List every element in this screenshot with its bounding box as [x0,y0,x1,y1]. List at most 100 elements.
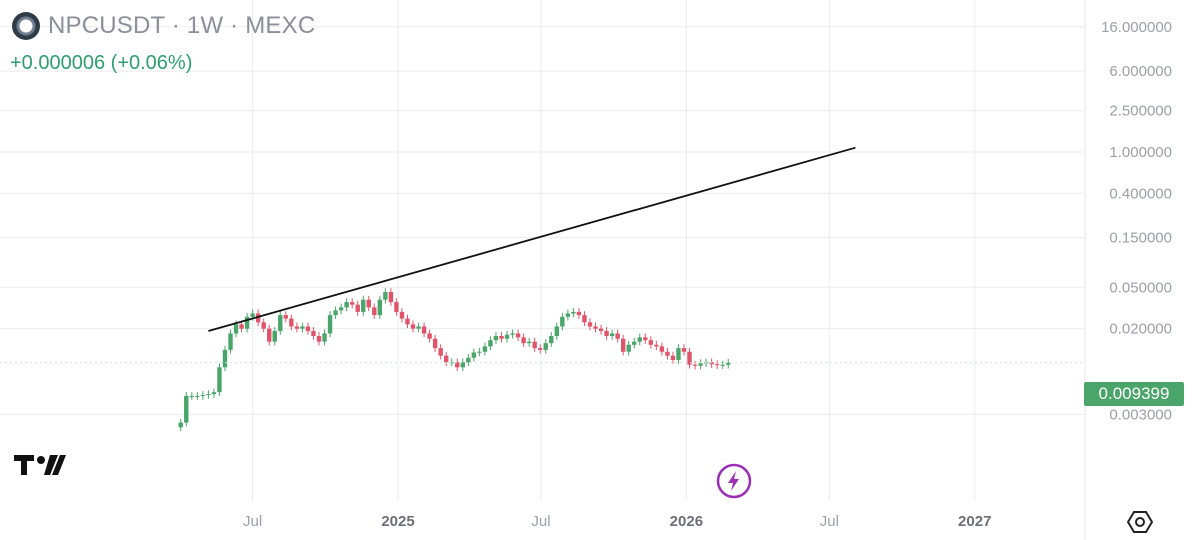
candle-body [532,341,537,349]
candle-body [626,344,631,352]
candle-body [659,346,665,352]
candle-body [327,315,333,334]
candle-body [244,316,250,329]
candle-body [261,322,266,329]
candle-body [200,395,206,397]
candle-body [233,324,239,334]
candle-body [609,333,615,337]
candle-body [521,337,526,344]
candle-body [432,338,438,349]
x-tick-label: Jul [820,513,839,530]
candle-body [211,392,217,395]
candle-body [377,299,383,316]
candle-body [421,326,427,334]
candle-body [493,336,499,341]
chart-header: NPCUSDT · 1W · MEXC [12,12,315,40]
tradingview-logo-icon[interactable] [14,452,66,478]
candle-body [720,364,725,366]
candle-body [333,310,338,316]
candle-body [676,348,681,360]
candle-body [526,341,532,344]
candle-body [692,364,698,366]
candle-body [654,344,659,347]
candle-body [460,362,465,368]
candle-body [648,340,654,345]
y-tick-label: 2.500000 [1109,103,1172,120]
candle-body [543,343,548,350]
trendline [208,146,856,332]
settings-hexagon-icon[interactable] [1126,508,1154,536]
candle-body [349,302,355,305]
candle-body [598,328,604,331]
candle-body [455,362,460,368]
candle-body [471,352,477,358]
candle-body [255,313,261,323]
candle-body [726,362,731,365]
lightning-bolt-icon[interactable] [716,463,752,499]
candle-body [383,292,388,300]
symbol-title: NPCUSDT · 1W · MEXC [48,12,316,39]
candle-body [278,315,283,331]
candle-body [615,333,620,339]
candle-body [272,330,277,342]
candle-body [338,307,344,311]
y-tick-label: 0.150000 [1109,230,1172,247]
candle-body [239,324,244,329]
y-tick-label: 16.000000 [1101,19,1172,36]
candle-body [222,349,228,368]
candle-body [714,364,720,366]
token-logo-icon [12,12,40,40]
candle-body [300,326,305,329]
candle-body [643,337,648,341]
candle-body [637,337,642,342]
current-price-tag: 0.009399 [1084,382,1184,406]
candle-body [427,333,432,339]
candle-body [228,333,233,350]
candle-body [250,313,255,317]
candle-body [477,351,482,353]
candle-body [206,394,211,396]
candle-body [217,367,222,393]
candle-body [499,336,504,339]
candle-body [620,338,626,352]
candle-body [560,316,565,327]
candle-body [355,304,360,312]
y-tick-label: 0.020000 [1109,321,1172,338]
candle-body [289,318,294,327]
candle-body [195,396,200,398]
candle-body [571,311,576,314]
candle-body [665,351,670,356]
candle-body [267,328,272,342]
candle-body [698,363,703,366]
candle-body [372,307,377,316]
candle-body [604,330,609,337]
candle-body [405,318,410,325]
candle-body [361,299,366,312]
candle-body [388,292,394,303]
candle-body [316,336,322,342]
y-tick-label: 0.050000 [1109,279,1172,296]
candle-body [443,355,449,363]
candle-body [687,351,692,365]
candle-body [554,326,560,337]
price-change: +0.000006 (+0.06%) [10,52,193,74]
candle-body [670,355,676,360]
candle-body [394,302,399,312]
candle-body [322,333,327,342]
candle-body [593,326,598,329]
y-tick-label: 1.000000 [1109,144,1172,161]
candle-body [283,315,289,319]
candle-body [587,322,593,327]
candle-body [538,348,543,350]
x-tick-label: 2026 [670,513,703,530]
candle-body [681,348,687,352]
candle-body [416,326,421,329]
x-tick-label: Jul [531,513,550,530]
candle-body [488,340,493,347]
candle-body [178,422,183,428]
candle-body [366,299,371,308]
candle-body [515,333,521,338]
candle-body [399,311,405,319]
x-tick-label: 2025 [381,513,414,530]
